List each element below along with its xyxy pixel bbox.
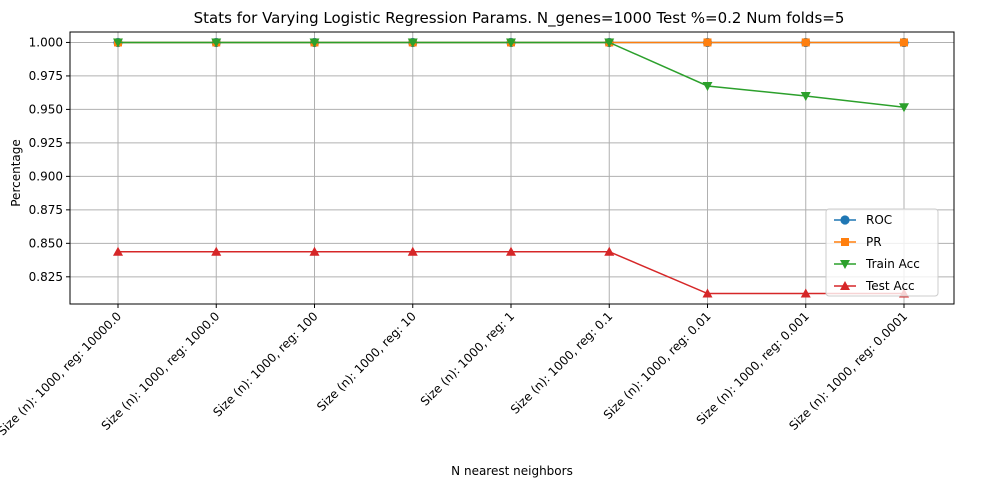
- data-point: [840, 215, 850, 225]
- data-point: [113, 38, 123, 48]
- data-point: [800, 288, 811, 298]
- data-point: [840, 281, 850, 290]
- x-axis-label: N nearest neighbors: [451, 464, 573, 478]
- legend-label: Test Acc: [865, 279, 915, 293]
- y-tick-label: 0.975: [29, 69, 63, 83]
- legend-item: PR: [834, 235, 882, 249]
- legend-box: [825, 208, 939, 297]
- legend-item: Train Acc: [834, 257, 920, 271]
- y-axis: 0.825 0.850 0.875 0.900 0.925 0.950 0.975 1.000: [29, 35, 70, 284]
- y-tick-label: 1.000: [29, 35, 63, 49]
- data-point: [309, 246, 320, 256]
- data-point: [211, 246, 222, 256]
- series-layer: [113, 37, 909, 298]
- y-axis-label: Percentage: [9, 139, 23, 207]
- series-train-acc: [113, 38, 909, 113]
- data-point: [801, 38, 810, 47]
- data-point: [506, 38, 516, 48]
- data-point: [604, 246, 615, 256]
- data-point: [899, 103, 909, 113]
- data-point: [703, 38, 712, 47]
- y-tick-label: 0.925: [29, 136, 63, 150]
- legend-label: Train Acc: [865, 257, 920, 271]
- data-point: [407, 38, 418, 48]
- y-tick-label: 0.875: [29, 203, 63, 217]
- legend-item: Test Acc: [834, 279, 915, 293]
- data-point: [840, 260, 850, 269]
- data-point: [211, 38, 222, 48]
- data-point: [113, 246, 123, 256]
- y-tick-label: 0.825: [29, 270, 63, 284]
- legend-item: ROC: [834, 213, 892, 227]
- legend-label: ROC: [866, 213, 892, 227]
- data-point: [604, 38, 615, 48]
- data-point: [900, 38, 908, 47]
- data-point: [309, 38, 320, 48]
- y-tick-label: 0.900: [29, 169, 63, 183]
- legend: ROC PR Train Acc Test Acc: [825, 208, 939, 297]
- data-point: [407, 246, 418, 256]
- data-point: [506, 246, 516, 256]
- plot-frame: [69, 31, 955, 305]
- legend-label: PR: [866, 235, 882, 249]
- y-tick-label: 0.950: [29, 102, 63, 116]
- data-point: [702, 81, 713, 91]
- y-tick-label: 0.850: [29, 236, 63, 250]
- data-point: [800, 92, 811, 102]
- data-point: [702, 288, 713, 298]
- data-point: [841, 238, 849, 246]
- chart-title: Stats for Varying Logistic Regression Pa…: [194, 9, 845, 28]
